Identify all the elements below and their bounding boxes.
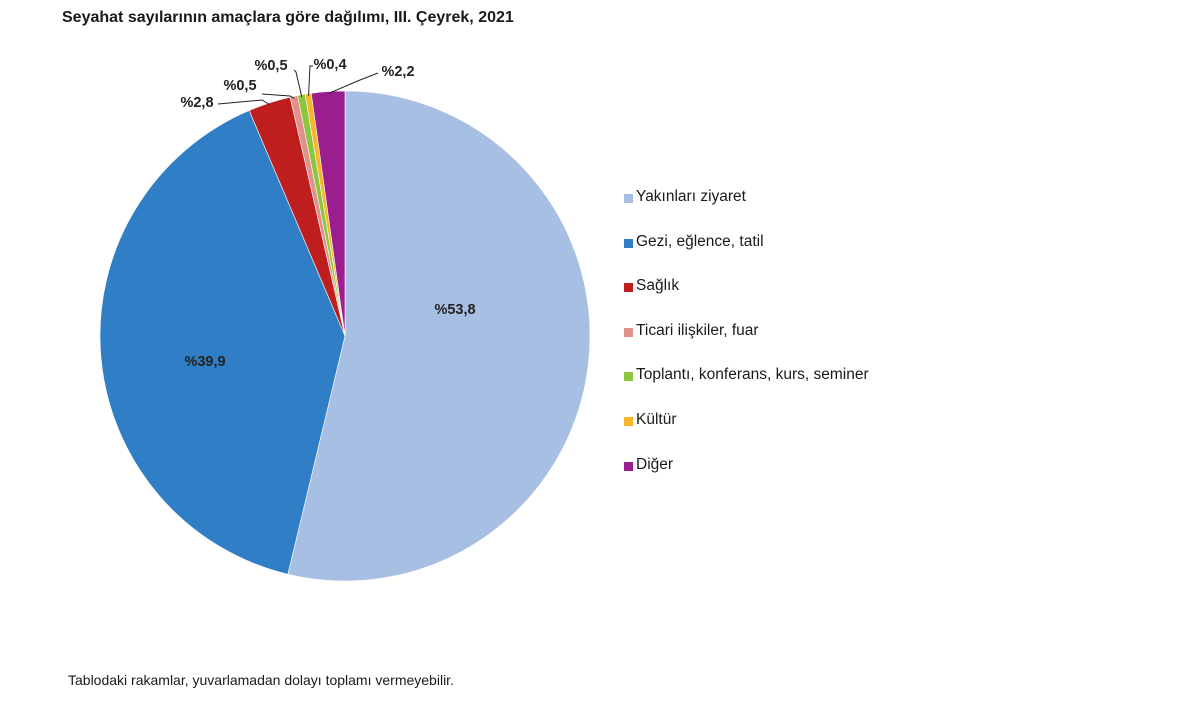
data-label-4: %0,5 [254,58,287,74]
pie-slice-6 [310,90,346,337]
data-label-5: %0,4 [313,57,346,73]
footnote: Tablodaki rakamlar, yuvarlamadan dolayı … [68,672,454,688]
leader-line-3 [261,93,295,99]
legend-swatch [624,283,633,293]
data-label-2: %2,8 [180,95,213,111]
legend-item: Yakınları ziyaret [624,188,869,233]
legend: Yakınları ziyaret Gezi, eğlence, tatil Sağ… [624,188,869,500]
legend-swatch [624,327,633,337]
legend-swatch [624,194,633,203]
leader-line-5 [308,65,313,96]
legend-item: Ticari ilişkiler, fuar [624,322,869,367]
data-label-3: %0,5 [223,78,256,94]
legend-swatch [624,238,633,248]
chart-title: Seyahat sayılarının amaçlara göre dağılı… [62,9,514,26]
pie-slice-1 [99,110,346,575]
legend-label: Ticari ilişkiler, fuar [636,321,759,339]
legend-label: Gezi, eğlence, tatil [636,232,764,250]
legend-swatch [624,372,633,382]
data-label-1: %39,9 [184,354,225,370]
legend-label: Sağlık [636,277,680,295]
legend-item: Diğer [624,456,869,501]
legend-label: Kültür [636,410,677,428]
legend-item: Sağlık [624,277,869,322]
leader-line-2 [217,99,271,106]
legend-swatch [624,461,633,471]
leader-line-4 [293,69,303,97]
leader-line-6 [328,72,379,95]
legend-swatch [624,416,633,426]
pie-slice-0 [287,90,591,582]
legend-item: Toplantı, konferans, kurs, seminer [624,366,869,411]
data-label-0: %53,8 [434,302,475,318]
legend-item: Kültür [624,411,869,456]
data-label-6: %2,2 [381,64,414,80]
legend-item: Gezi, eğlence, tatil [624,233,869,278]
legend-label: Toplantı, konferans, kurs, seminer [636,366,869,384]
legend-label: Diğer [636,455,674,473]
legend-label: Yakınları ziyaret [636,188,746,205]
